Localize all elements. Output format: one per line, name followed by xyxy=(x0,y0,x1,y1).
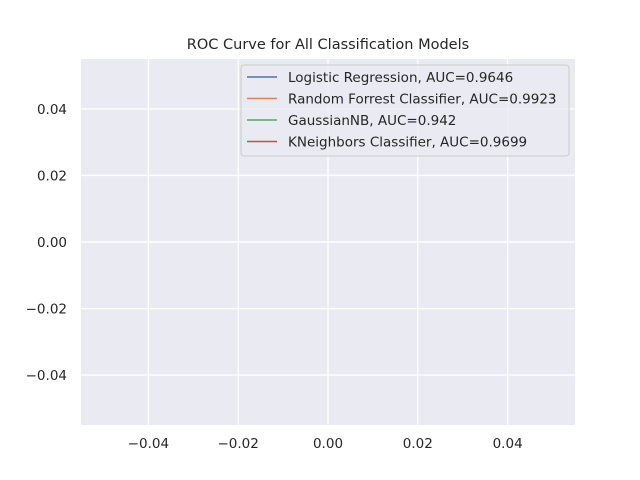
legend: Logistic Regression, AUC=0.9646 Random Fo… xyxy=(240,64,570,157)
legend-label: GaussianNB, AUC=0.942 xyxy=(288,113,456,129)
y-tick-label: 0.04 xyxy=(37,102,67,118)
legend-label: Logistic Regression, AUC=0.9646 xyxy=(288,70,513,86)
x-tick-label: −0.02 xyxy=(217,436,258,452)
y-tick-label: −0.02 xyxy=(26,302,67,318)
x-axis-ticks: −0.04 −0.02 0.00 0.02 0.04 xyxy=(128,436,523,452)
x-tick-label: −0.04 xyxy=(128,436,169,452)
y-tick-label: 0.02 xyxy=(37,168,67,184)
legend-box xyxy=(240,64,570,157)
y-tick-label: −0.04 xyxy=(26,368,67,384)
chart-title: ROC Curve for All Classification Models xyxy=(187,37,469,53)
x-tick-label: 0.00 xyxy=(313,436,343,452)
legend-label: Random Forrest Classifier, AUC=0.9923 xyxy=(288,92,557,108)
x-tick-label: 0.04 xyxy=(493,436,523,452)
legend-label: KNeighbors Classifier, AUC=0.9699 xyxy=(288,135,527,151)
y-axis-ticks: −0.04 −0.02 0.00 0.02 0.04 xyxy=(26,102,67,384)
x-tick-label: 0.02 xyxy=(403,436,433,452)
y-tick-label: 0.00 xyxy=(37,235,67,251)
